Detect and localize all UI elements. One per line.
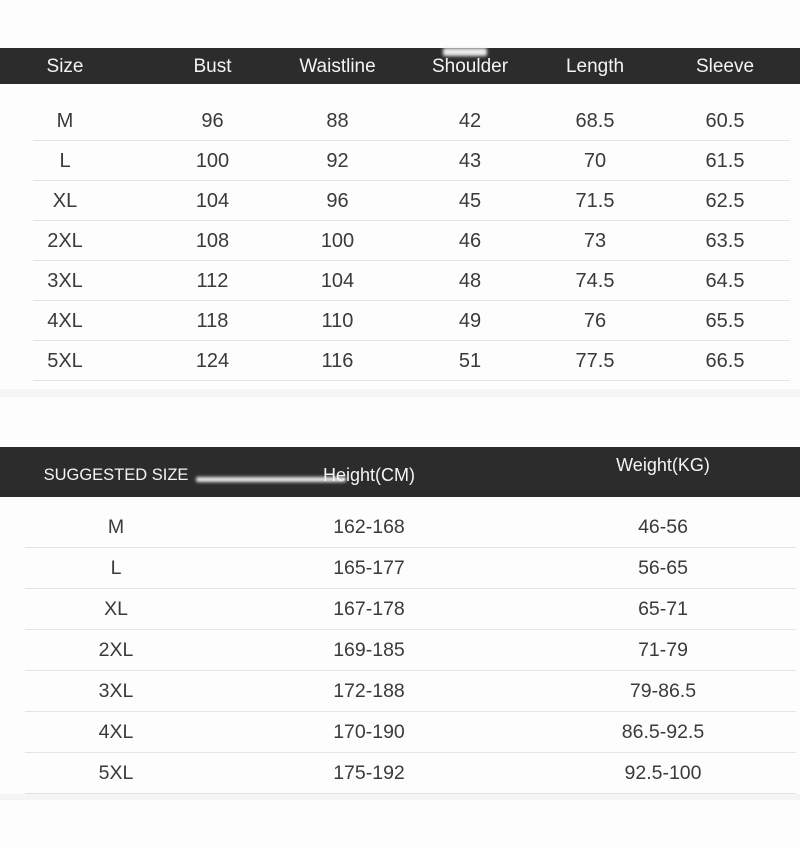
- shoulder-cell: 46: [458, 229, 482, 252]
- size-cell: 2XL: [47, 229, 83, 252]
- shoulder-cell: 42: [458, 109, 482, 132]
- suggested-table-row: 5XL 175-192 92.5-100: [0, 753, 800, 794]
- bust-cell: 112: [196, 269, 229, 292]
- size-table-row: L 100 92 43 70 61.5: [0, 141, 800, 181]
- weight-cell: 86.5-92.5: [621, 721, 705, 743]
- suggested-table-row: L 165-177 56-65: [0, 548, 800, 589]
- size-cell: XL: [104, 598, 128, 620]
- size-table: Size Bust Waistline Shoulder Length Slee…: [0, 48, 800, 381]
- waistline-cell: 92: [326, 149, 349, 172]
- suggested-table-row: 2XL 169-185 71-79: [0, 630, 800, 671]
- height-cell: 170-190: [333, 721, 405, 743]
- size-cell: L: [59, 149, 71, 172]
- length-cell: 71.5: [575, 189, 615, 212]
- size-cell: M: [107, 516, 125, 538]
- size-cell: 3XL: [47, 269, 83, 292]
- shoulder-cell: 48: [458, 269, 482, 292]
- waistline-cell: 88: [326, 109, 349, 132]
- size-table-row: 5XL 124 116 51 77.5 66.5: [0, 341, 800, 381]
- waistline-cell: 100: [320, 229, 355, 252]
- sleeve-cell: 65.5: [705, 309, 745, 332]
- watermark-artifact: [443, 48, 487, 56]
- suggested-table-row: 3XL 172-188 79-86.5: [0, 671, 800, 712]
- size-cell: 4XL: [47, 309, 83, 332]
- height-cell: 165-177: [333, 557, 405, 579]
- length-cell: 74.5: [575, 269, 615, 292]
- bottom-edge-band: [0, 794, 800, 800]
- height-cell: 175-192: [333, 762, 405, 784]
- weight-cell: 65-71: [638, 598, 688, 620]
- waistline-cell: 104: [320, 269, 355, 292]
- sleeve-cell: 60.5: [705, 109, 745, 132]
- size-cell: 5XL: [98, 762, 134, 784]
- sleeve-cell: 62.5: [705, 189, 745, 212]
- size-table-row: M 96 88 42 68.5 60.5: [0, 101, 800, 141]
- size-cell: 4XL: [98, 721, 134, 743]
- size-cell: 3XL: [98, 680, 134, 702]
- shoulder-cell: 43: [458, 149, 482, 172]
- header-suggested-size: SUGGESTED SIZE: [43, 465, 189, 484]
- size-table-row: XL 104 96 45 71.5 62.5: [0, 181, 800, 221]
- suggested-table-row: M 162-168 46-56: [0, 507, 800, 548]
- suggested-size-table: SUGGESTED SIZE Height(CM) Weight(KG) M 1…: [0, 447, 800, 794]
- length-cell: 77.5: [575, 349, 615, 372]
- size-chart-page: Size Bust Waistline Shoulder Length Slee…: [0, 48, 800, 848]
- sleeve-cell: 61.5: [705, 149, 745, 172]
- size-table-row: 4XL 118 110 49 76 65.5: [0, 301, 800, 341]
- header-bust: Bust: [193, 56, 232, 77]
- bust-cell: 108: [195, 229, 230, 252]
- header-size: Size: [46, 56, 84, 77]
- header-waistline: Waistline: [299, 56, 376, 77]
- weight-cell: 92.5-100: [624, 762, 702, 784]
- height-cell: 169-185: [333, 639, 405, 661]
- weight-cell: 56-65: [638, 557, 688, 579]
- weight-cell: 46-56: [638, 516, 688, 538]
- suggested-table-header: SUGGESTED SIZE Height(CM) Weight(KG): [0, 447, 800, 497]
- size-table-row: 2XL 108 100 46 73 63.5: [0, 221, 800, 261]
- length-cell: 70: [583, 149, 607, 172]
- size-cell: 2XL: [98, 639, 134, 661]
- suggested-table-row: 4XL 170-190 86.5-92.5: [0, 712, 800, 753]
- bust-cell: 104: [195, 189, 230, 212]
- table-edge-band: [0, 389, 800, 397]
- size-cell: M: [56, 109, 74, 132]
- waistline-cell: 116: [321, 349, 354, 372]
- size-table-body: M 96 88 42 68.5 60.5 L 100 92 43 70 61.5…: [0, 84, 800, 381]
- size-cell: 5XL: [47, 349, 83, 372]
- bust-cell: 118: [196, 309, 229, 332]
- shoulder-cell: 49: [458, 309, 482, 332]
- waistline-cell: 96: [326, 189, 349, 212]
- weight-cell: 71-79: [638, 639, 688, 661]
- suggested-table-body: M 162-168 46-56 L 165-177 56-65 XL 167-1…: [0, 497, 800, 794]
- suggested-table-row: XL 167-178 65-71: [0, 589, 800, 630]
- size-table-row: 3XL 112 104 48 74.5 64.5: [0, 261, 800, 301]
- header-height: Height(CM): [322, 464, 415, 485]
- sleeve-cell: 63.5: [705, 229, 745, 252]
- height-cell: 172-188: [333, 680, 405, 702]
- shoulder-cell: 45: [458, 189, 482, 212]
- header-sleeve: Sleeve: [695, 56, 755, 77]
- size-table-header: Size Bust Waistline Shoulder Length Slee…: [0, 48, 800, 84]
- smudge-artifact: [196, 477, 346, 482]
- shoulder-cell: 51: [458, 349, 482, 372]
- height-cell: 167-178: [333, 598, 405, 620]
- sleeve-cell: 66.5: [705, 349, 745, 372]
- bust-cell: 100: [195, 149, 230, 172]
- length-cell: 68.5: [575, 109, 615, 132]
- height-cell: 162-168: [333, 516, 405, 538]
- header-length: Length: [565, 56, 625, 77]
- sleeve-cell: 64.5: [705, 269, 745, 292]
- length-cell: 76: [583, 309, 607, 332]
- header-shoulder: Shoulder: [431, 56, 509, 77]
- weight-cell: 79-86.5: [629, 680, 697, 702]
- bust-cell: 124: [195, 349, 230, 372]
- waistline-cell: 110: [321, 309, 354, 332]
- size-cell: L: [110, 557, 122, 579]
- bust-cell: 96: [201, 109, 224, 132]
- length-cell: 73: [583, 229, 607, 252]
- size-cell: XL: [52, 189, 78, 212]
- header-weight: Weight(KG): [616, 454, 710, 475]
